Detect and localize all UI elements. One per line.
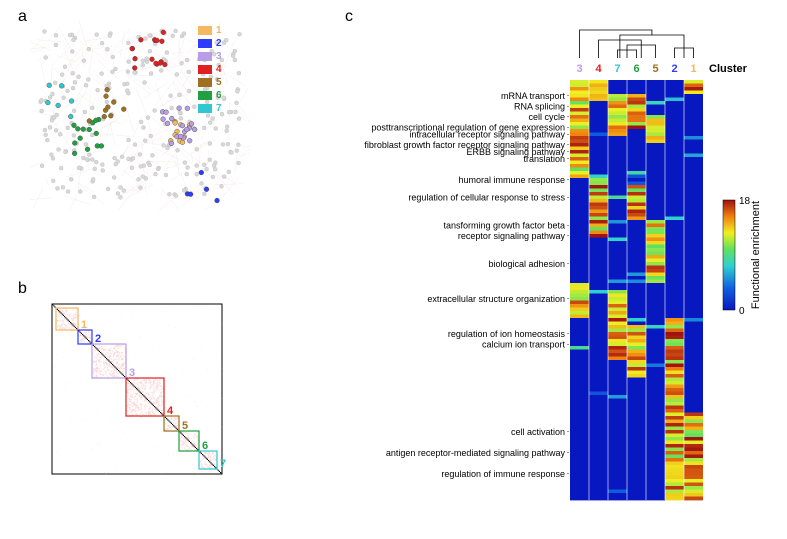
svg-text:mRNA transport: mRNA transport (501, 91, 566, 101)
legend-swatch (198, 65, 212, 74)
svg-text:cell cycle: cell cycle (528, 112, 565, 122)
svg-text:regulation of ion homeostasis: regulation of ion homeostasis (448, 329, 566, 339)
legend-swatch (198, 78, 212, 87)
legend-number: 1 (216, 25, 222, 36)
legend-number: 3 (216, 51, 222, 62)
legend-item-1: 1 (198, 24, 222, 36)
legend-item-2: 2 (198, 37, 222, 49)
svg-text:RNA splicing: RNA splicing (514, 101, 565, 111)
svg-text:4: 4 (595, 63, 602, 75)
svg-text:6: 6 (202, 440, 208, 452)
svg-text:receptor signaling pathway: receptor signaling pathway (458, 231, 566, 241)
svg-text:2: 2 (95, 333, 101, 345)
svg-text:1: 1 (81, 319, 87, 331)
svg-text:calcium ion transport: calcium ion transport (482, 339, 566, 349)
svg-text:translation: translation (523, 154, 565, 164)
svg-text:7: 7 (220, 458, 226, 470)
svg-text:tansforming growth factor beta: tansforming growth factor beta (443, 220, 565, 230)
legend-swatch (198, 52, 212, 61)
svg-text:Functional enrichment: Functional enrichment (750, 201, 762, 309)
legend-item-6: 6 (198, 89, 222, 101)
legend-item-4: 4 (198, 63, 222, 75)
svg-text:antigen receptor-mediated sign: antigen receptor-mediated signaling path… (386, 448, 566, 458)
panel-b-label: b (18, 280, 27, 298)
svg-text:extracellular structure organi: extracellular structure organization (427, 294, 565, 304)
legend-item-5: 5 (198, 76, 222, 88)
svg-text:cell activation: cell activation (511, 427, 565, 437)
svg-text:18: 18 (739, 196, 751, 207)
svg-text:humoral immune response: humoral immune response (458, 175, 565, 185)
legend-number: 2 (216, 38, 222, 49)
legend-item-3: 3 (198, 50, 222, 62)
svg-text:5: 5 (652, 63, 658, 75)
legend-swatch (198, 39, 212, 48)
legend-number: 5 (216, 77, 222, 88)
svg-text:biological adhesion: biological adhesion (488, 259, 565, 269)
cluster-legend: 1 2 3 4 5 6 7 (198, 24, 222, 114)
svg-text:4: 4 (167, 405, 174, 417)
legend-swatch (198, 104, 212, 113)
legend-number: 7 (216, 103, 222, 114)
svg-text:regulation of cellular respons: regulation of cellular response to stres… (408, 192, 565, 202)
svg-text:regulation of immune response: regulation of immune response (441, 469, 565, 479)
cluster-matrix: 12 3 45 67 (48, 300, 226, 478)
legend-swatch (198, 91, 212, 100)
enrichment-heatmap: 3 47 6 5 2 1 Cluster mRNA transportRNA splicing… (360, 18, 770, 528)
legend-number: 6 (216, 90, 222, 101)
svg-text:1: 1 (690, 63, 696, 75)
svg-text:5: 5 (182, 420, 188, 432)
svg-text:0: 0 (739, 306, 745, 317)
svg-text:6: 6 (633, 63, 639, 75)
svg-text:intracellular receptor signali: intracellular receptor signaling pathway (409, 129, 565, 139)
panel-c-label: c (345, 8, 353, 26)
legend-item-7: 7 (198, 102, 222, 114)
svg-text:2: 2 (671, 63, 677, 75)
svg-text:Cluster: Cluster (709, 63, 748, 75)
legend-number: 4 (216, 64, 222, 75)
svg-text:3: 3 (129, 367, 135, 379)
svg-text:7: 7 (614, 63, 620, 75)
legend-swatch (198, 26, 212, 35)
panel-a-label: a (18, 8, 27, 26)
svg-text:3: 3 (576, 63, 582, 75)
